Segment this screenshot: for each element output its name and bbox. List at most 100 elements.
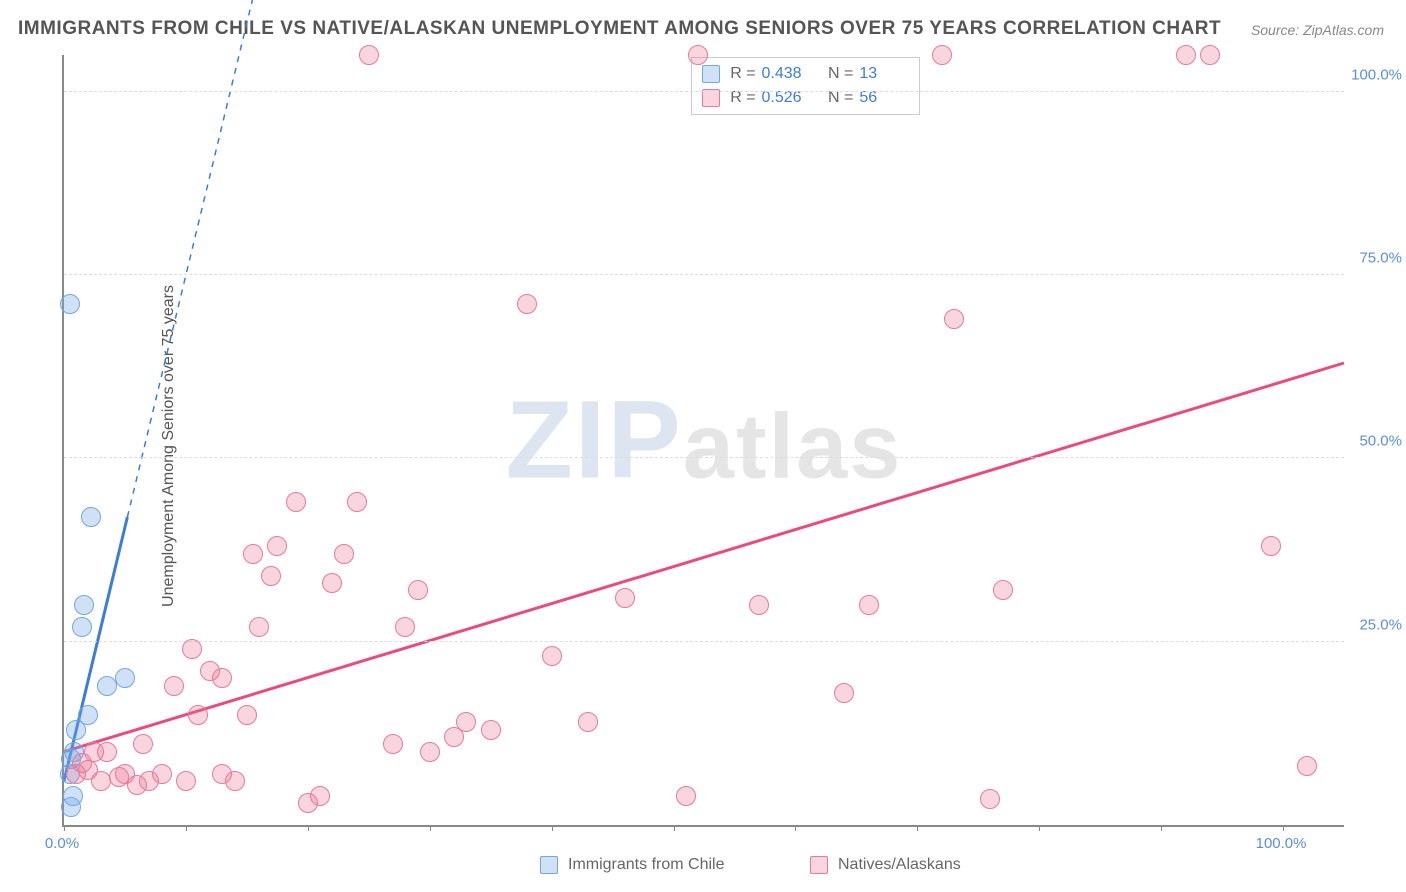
marker-natives: [212, 668, 232, 688]
y-tick-label: 50.0%: [1359, 433, 1402, 450]
marker-chile: [78, 705, 98, 725]
legend-row-chile: R = 0.438 N = 13: [702, 62, 909, 86]
grid-line-h: [64, 641, 1344, 642]
x-tick: [1161, 825, 1162, 831]
marker-natives: [359, 45, 379, 65]
marker-natives: [980, 789, 1000, 809]
swatch-chile-2: [540, 856, 558, 874]
legend-bottom-chile: Immigrants from Chile: [540, 856, 724, 874]
marker-natives: [993, 580, 1013, 600]
watermark-rest: atlas: [683, 396, 903, 498]
marker-chile: [115, 668, 135, 688]
plot-area: ZIPatlas R = 0.438 N = 13 R = 0.526 N = …: [62, 55, 1344, 827]
legend-label-chile: Immigrants from Chile: [568, 856, 724, 874]
x-tick: [186, 825, 187, 831]
legend-n-label: N =: [828, 62, 853, 86]
marker-natives: [133, 734, 153, 754]
marker-natives: [334, 544, 354, 564]
marker-natives: [676, 786, 696, 806]
x-tick: [795, 825, 796, 831]
marker-natives: [267, 536, 287, 556]
marker-natives: [182, 639, 202, 659]
marker-natives: [347, 492, 367, 512]
marker-chile: [72, 617, 92, 637]
chart-container: IMMIGRANTS FROM CHILE VS NATIVE/ALASKAN …: [0, 0, 1406, 892]
marker-natives: [249, 617, 269, 637]
marker-natives: [322, 573, 342, 593]
grid-line-h: [64, 457, 1344, 458]
legend-r-natives: 0.526: [762, 86, 812, 110]
marker-natives: [1176, 45, 1196, 65]
x-tick: [917, 825, 918, 831]
legend-n-label-2: N =: [828, 86, 853, 110]
marker-natives: [152, 764, 172, 784]
marker-natives: [1200, 45, 1220, 65]
marker-natives: [420, 742, 440, 762]
x-tick: [674, 825, 675, 831]
legend-r-label: R =: [730, 62, 755, 86]
marker-natives: [517, 294, 537, 314]
marker-natives: [408, 580, 428, 600]
marker-natives: [481, 720, 501, 740]
x-tick-label: 0.0%: [45, 835, 79, 852]
legend-r-label-2: R =: [730, 86, 755, 110]
marker-natives: [932, 45, 952, 65]
marker-natives: [456, 712, 476, 732]
x-tick: [64, 825, 65, 831]
trend-line-chile-dashed: [127, 0, 283, 517]
y-tick-label: 75.0%: [1359, 250, 1402, 267]
legend-n-chile: 13: [859, 62, 909, 86]
marker-chile: [74, 595, 94, 615]
marker-natives: [688, 45, 708, 65]
x-tick: [308, 825, 309, 831]
x-tick: [1283, 825, 1284, 831]
marker-natives: [1297, 756, 1317, 776]
marker-natives: [578, 712, 598, 732]
x-tick: [430, 825, 431, 831]
y-tick-label: 25.0%: [1359, 616, 1402, 633]
x-tick: [552, 825, 553, 831]
source-label: Source: ZipAtlas.com: [1251, 22, 1384, 38]
chart-title: IMMIGRANTS FROM CHILE VS NATIVE/ALASKAN …: [18, 18, 1221, 40]
marker-natives: [261, 566, 281, 586]
marker-natives: [225, 771, 245, 791]
marker-natives: [243, 544, 263, 564]
marker-natives: [91, 771, 111, 791]
marker-natives: [1261, 536, 1281, 556]
marker-natives: [749, 595, 769, 615]
correlation-legend: R = 0.438 N = 13 R = 0.526 N = 56: [691, 57, 920, 115]
legend-n-natives: 56: [859, 86, 909, 110]
marker-chile: [97, 676, 117, 696]
marker-natives: [286, 492, 306, 512]
trend-lines: [64, 55, 1344, 825]
marker-natives: [176, 771, 196, 791]
x-tick-label: 100.0%: [1256, 835, 1307, 852]
marker-natives: [97, 742, 117, 762]
marker-chile: [81, 507, 101, 527]
marker-natives: [615, 588, 635, 608]
marker-natives: [834, 683, 854, 703]
x-tick: [1039, 825, 1040, 831]
marker-natives: [542, 646, 562, 666]
marker-natives: [944, 309, 964, 329]
marker-natives: [395, 617, 415, 637]
watermark: ZIPatlas: [506, 377, 903, 504]
marker-natives: [383, 734, 403, 754]
legend-r-chile: 0.438: [762, 62, 812, 86]
marker-chile: [63, 786, 83, 806]
watermark-zip: ZIP: [506, 379, 683, 502]
swatch-natives: [702, 89, 720, 107]
marker-natives: [859, 595, 879, 615]
legend-bottom-natives: Natives/Alaskans: [810, 856, 961, 874]
marker-natives: [237, 705, 257, 725]
marker-natives: [164, 676, 184, 696]
grid-line-h: [64, 274, 1344, 275]
swatch-chile: [702, 65, 720, 83]
y-tick-label: 100.0%: [1351, 66, 1402, 83]
marker-natives: [310, 786, 330, 806]
legend-row-natives: R = 0.526 N = 56: [702, 86, 909, 110]
grid-line-h: [64, 91, 1344, 92]
swatch-natives-2: [810, 856, 828, 874]
marker-chile: [60, 294, 80, 314]
legend-label-natives: Natives/Alaskans: [838, 856, 961, 874]
